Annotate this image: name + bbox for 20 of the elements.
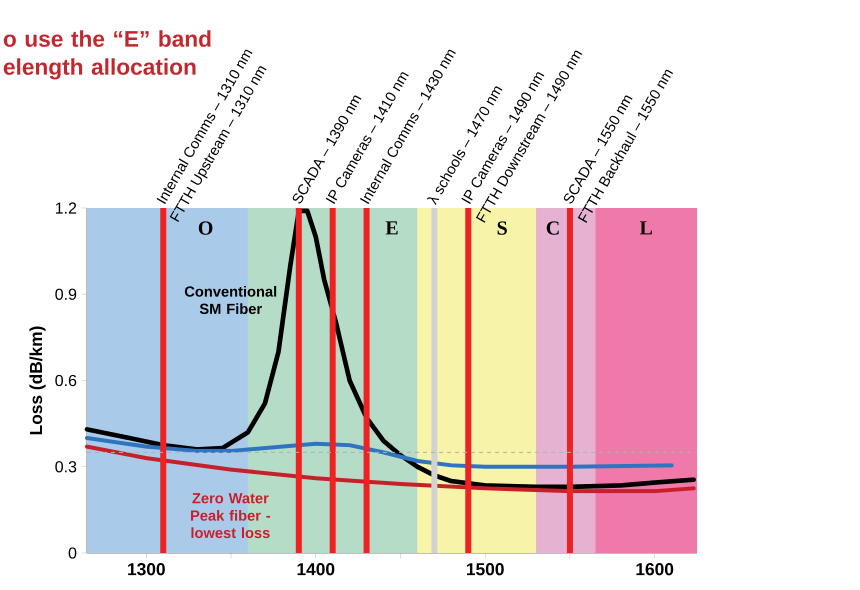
y-axis-title: Loss (dB/km) [29,326,46,434]
band-label: L [640,221,652,234]
y-tick-label: 0.6 [55,374,76,386]
band-label: S [498,221,507,235]
line-series [85,436,674,469]
y-tick-label: 0.9 [55,288,76,300]
chart-title: o use the “E” band elength allocation [4,30,210,80]
x-tick-label: 1600 [636,563,674,576]
x-tick-label: 1300 [128,563,165,576]
x-tick-label: 1500 [467,563,504,576]
x-tick-label: 1400 [298,563,334,576]
annotation: Conventional SM Fiber [184,286,276,314]
y-tick-label: 0.3 [55,461,76,472]
band-label: E [386,221,398,234]
annotation: Zero Water Peak fiber - lowest loss [191,493,270,538]
y-tick-label: 0 [68,547,76,559]
line-series [85,444,696,494]
y-tick-label: 1.2 [56,202,76,214]
band-label: O [198,221,212,235]
band-label: C [546,221,559,235]
